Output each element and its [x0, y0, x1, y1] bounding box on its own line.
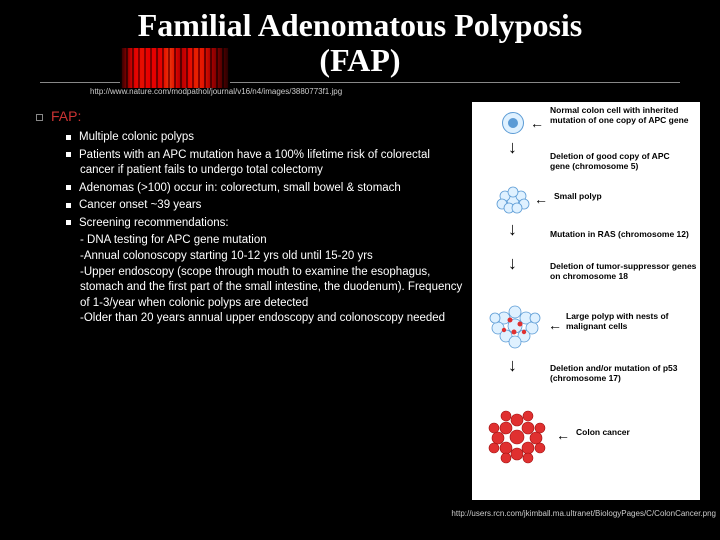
diagram-column: ← Normal colon cell with inherited mutat… — [472, 102, 700, 500]
step-label: Deletion of tumor-suppressor genes on ch… — [550, 262, 698, 281]
step-label: Deletion of good copy of APC gene (chrom… — [550, 152, 690, 171]
bullet-dot-icon — [66, 185, 71, 190]
down-arrow-icon: ↓ — [508, 138, 517, 158]
bullet-dot-icon — [66, 203, 71, 208]
step-label: Deletion and/or mutation of p53 (chromos… — [550, 364, 698, 383]
bullet-item: Screening recommendations: — [66, 216, 464, 232]
sub-bullet: -Annual colonoscopy starting 10-12 yrs o… — [80, 249, 464, 265]
small-polyp-icon — [488, 180, 538, 220]
cancer-progression-diagram: ← Normal colon cell with inherited mutat… — [472, 102, 700, 500]
bullet-text: Cancer onset ~39 years — [79, 199, 201, 211]
large-polyp-icon — [480, 298, 550, 354]
stage-label: Normal colon cell with inherited mutatio… — [550, 106, 690, 125]
sub-bullet: - DNA testing for APC gene mutation — [80, 233, 464, 249]
stage-label: Large polyp with nests of malignant cell… — [566, 312, 696, 331]
fap-heading: FAP: — [36, 108, 464, 124]
step-label: Mutation in RAS (chromosome 12) — [550, 230, 690, 239]
down-arrow-icon: ↓ — [508, 356, 517, 376]
content-row: FAP: Multiple colonic polyps Patients wi… — [20, 102, 700, 500]
bullet-item: Adenomas (>100) occur in: colorectum, sm… — [66, 181, 464, 197]
stage-label: Colon cancer — [576, 428, 630, 437]
down-arrow-icon: ↓ — [508, 254, 517, 274]
fap-heading-text: FAP: — [51, 108, 81, 124]
pointer-icon: ← — [534, 192, 548, 207]
sub-bullet: -Older than 20 years annual upper endosc… — [80, 311, 464, 327]
pointer-icon: ← — [548, 318, 562, 333]
bullet-text: Adenomas (>100) occur in: colorectum, sm… — [79, 182, 401, 194]
bullet-item: Patients with an APC mutation have a 100… — [66, 148, 464, 179]
text-column: FAP: Multiple colonic polyps Patients wi… — [20, 102, 472, 500]
title-line-2: (FAP) — [319, 42, 400, 78]
bullet-dot-icon — [66, 152, 71, 157]
down-arrow-icon: ↓ — [508, 220, 517, 240]
colon-cancer-icon — [478, 402, 556, 472]
bullet-text: Patients with an APC mutation have a 100… — [79, 149, 430, 177]
stage-label: Small polyp — [554, 192, 602, 201]
citation-top: http://www.nature.com/modpathol/journal/… — [90, 87, 700, 96]
pointer-icon: ← — [530, 116, 544, 131]
pointer-icon: ← — [556, 428, 570, 443]
bullet-item: Cancer onset ~39 years — [66, 198, 464, 214]
chromosome-image — [120, 48, 230, 88]
bullet-square-icon — [36, 114, 43, 121]
bullet-dot-icon — [66, 135, 71, 140]
bullet-text: Multiple colonic polyps — [79, 131, 194, 143]
sub-bullet: -Upper endoscopy (scope through mouth to… — [80, 265, 464, 312]
bullet-text: Screening recommendations: — [79, 217, 229, 229]
bullet-item: Multiple colonic polyps — [66, 130, 464, 146]
title-line-1: Familial Adenomatous Polyposis — [138, 7, 583, 43]
bullet-dot-icon — [66, 220, 71, 225]
citation-bottom: http://users.rcn.com/jkimball.ma.ultrane… — [451, 509, 716, 518]
